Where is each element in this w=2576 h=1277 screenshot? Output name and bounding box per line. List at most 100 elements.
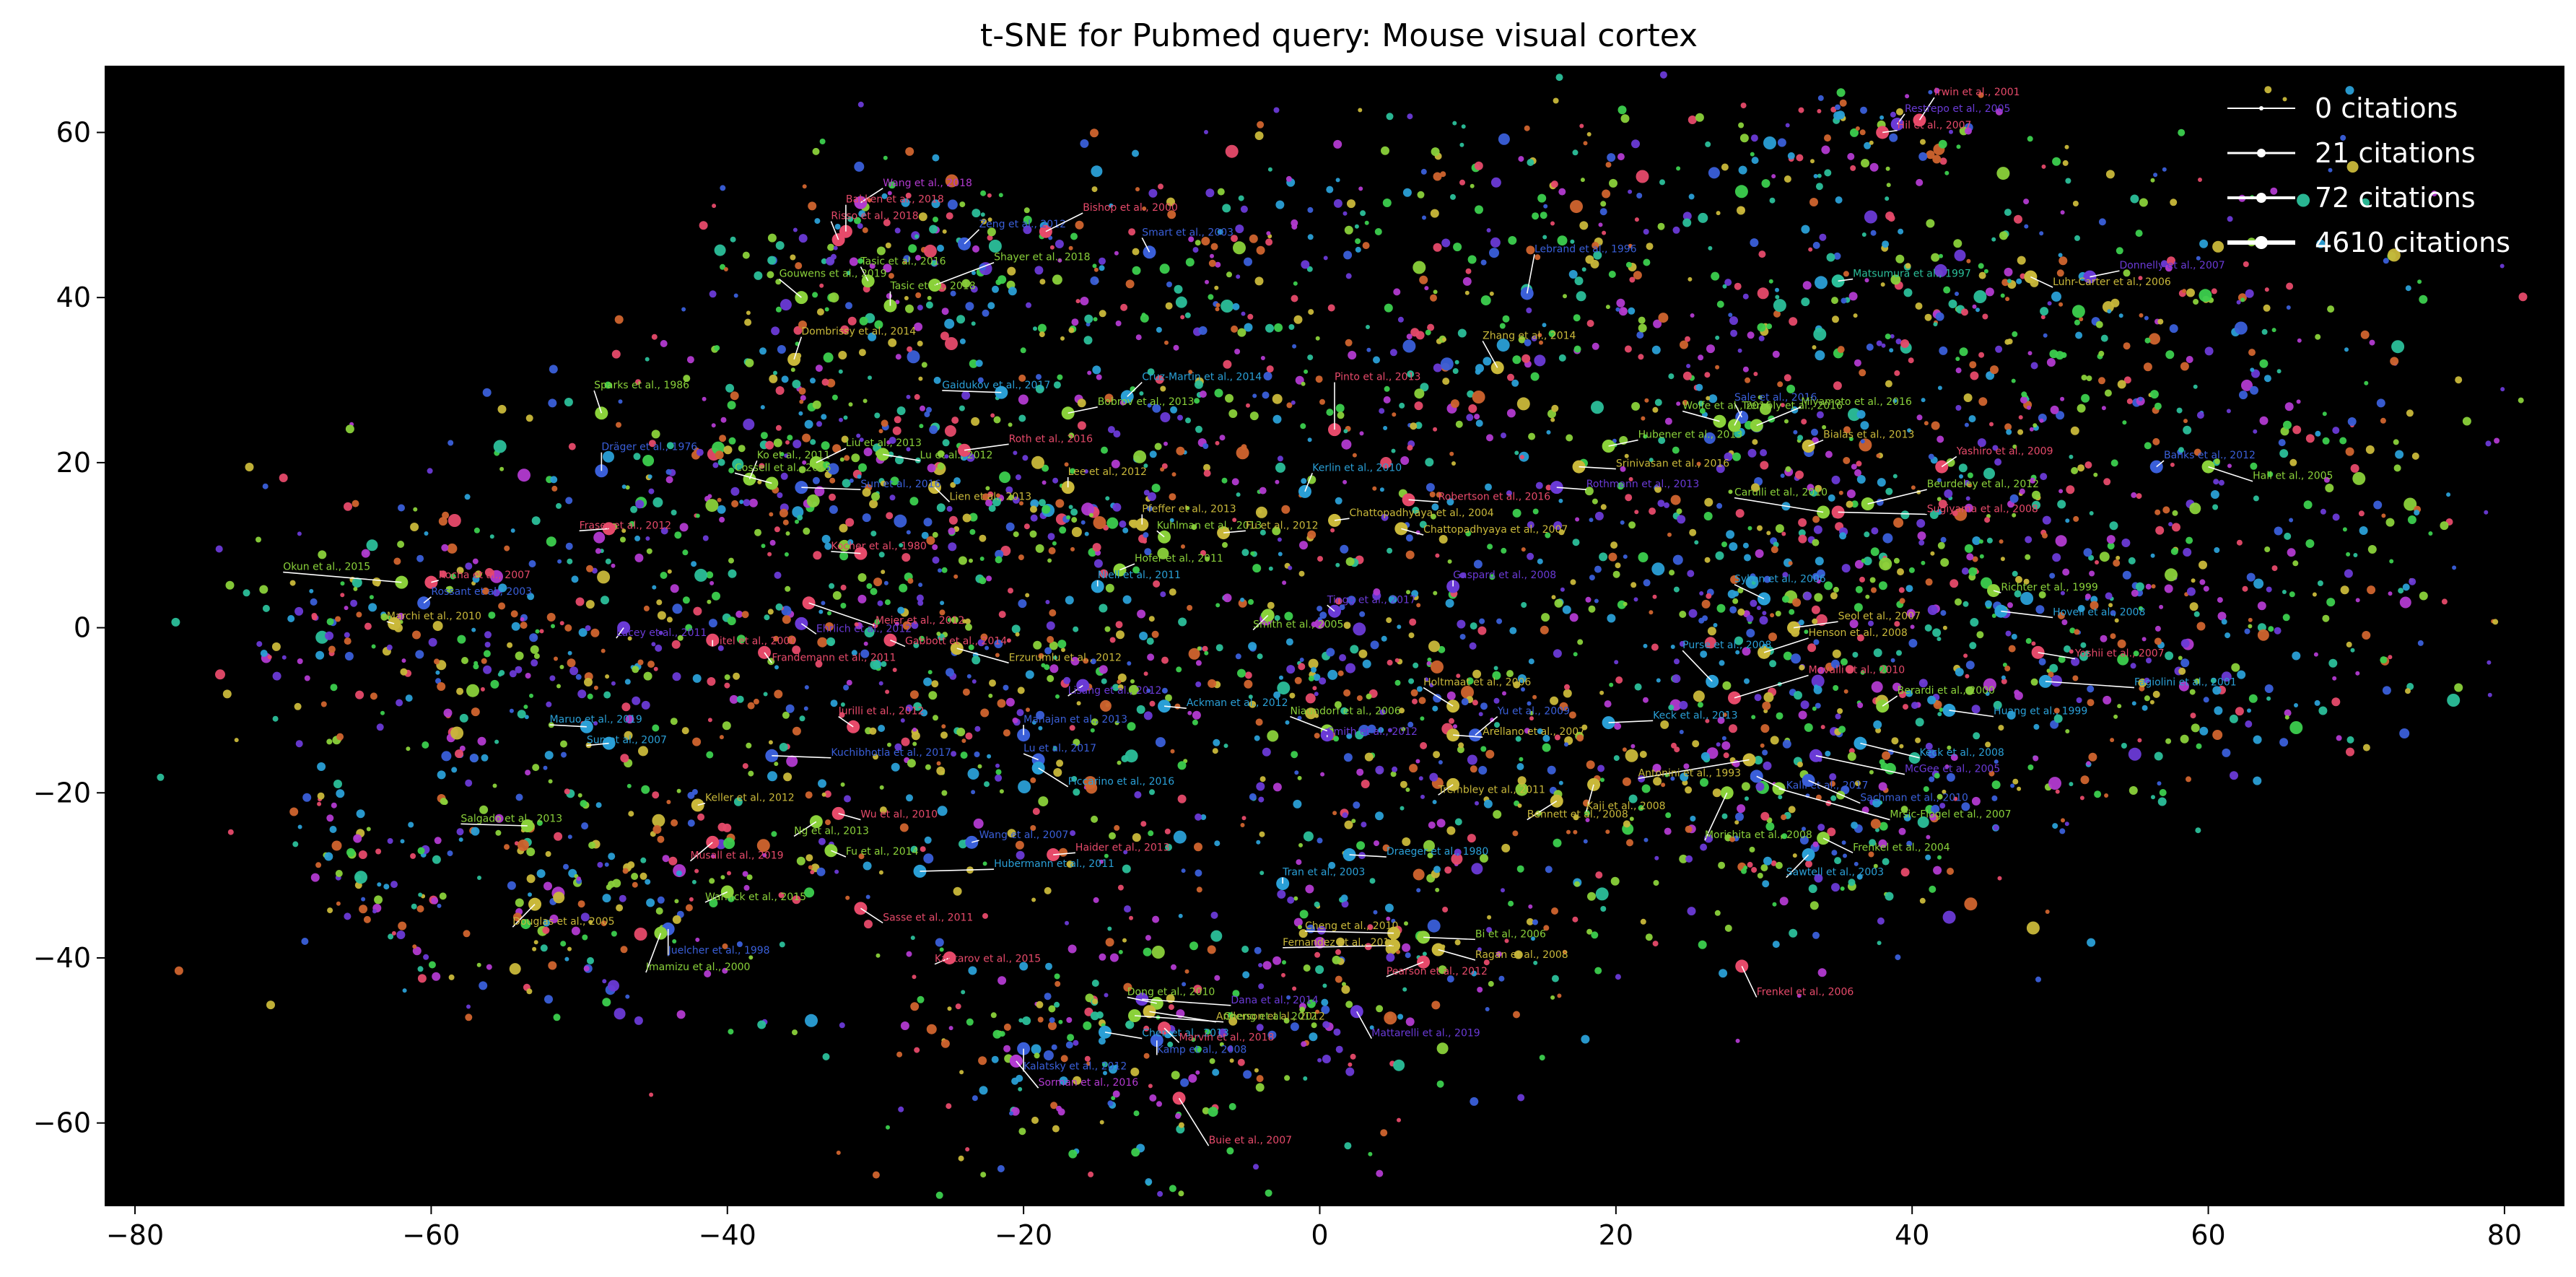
data-point xyxy=(1474,161,1483,170)
data-point xyxy=(1594,967,1602,975)
data-point xyxy=(1975,308,1980,313)
data-point xyxy=(1798,710,1807,720)
data-point xyxy=(2296,399,2301,404)
data-point xyxy=(651,430,660,439)
data-point xyxy=(1018,1018,1023,1023)
data-point xyxy=(995,653,1000,658)
data-point xyxy=(2170,199,2178,206)
annotation-label: Kerlin et al., 2010 xyxy=(1312,462,1402,474)
annotation-label: Srinivasan et al., 2016 xyxy=(1616,458,1729,470)
data-point xyxy=(1931,421,1940,430)
data-point xyxy=(1249,234,1258,243)
annotation-label: Lien et al., 2013 xyxy=(950,491,1032,502)
data-point xyxy=(595,802,602,809)
data-point xyxy=(691,879,697,884)
data-point xyxy=(1983,678,1996,692)
data-point xyxy=(520,617,525,622)
data-point xyxy=(1682,212,1692,221)
data-point xyxy=(2210,490,2219,499)
data-point xyxy=(988,240,1002,253)
annotation-leader-line xyxy=(1453,734,1483,738)
data-point xyxy=(549,914,559,923)
data-point xyxy=(1274,323,1283,332)
data-point xyxy=(518,468,531,482)
data-point xyxy=(1321,1005,1330,1014)
data-point xyxy=(499,466,505,471)
data-point xyxy=(1553,521,1563,530)
data-point xyxy=(2154,637,2162,645)
data-point xyxy=(2266,696,2271,701)
data-point xyxy=(1850,128,1859,137)
data-point xyxy=(2237,670,2246,679)
annotation-leader-line xyxy=(1838,511,1927,515)
data-point xyxy=(1868,851,1874,858)
data-point xyxy=(1871,527,1879,535)
data-point xyxy=(1228,409,1238,418)
data-point xyxy=(484,642,491,648)
data-point xyxy=(840,603,847,609)
data-point xyxy=(1099,257,1106,265)
data-point xyxy=(1492,671,1501,680)
data-point xyxy=(792,506,804,518)
data-point xyxy=(472,558,479,565)
data-point xyxy=(1762,880,1770,888)
data-point xyxy=(588,920,593,925)
data-point xyxy=(2186,536,2193,544)
data-point xyxy=(742,763,748,770)
data-point xyxy=(989,679,996,687)
data-point xyxy=(763,692,768,697)
data-point xyxy=(1651,643,1659,651)
data-point xyxy=(527,593,535,601)
data-point xyxy=(1235,653,1241,660)
data-point xyxy=(1012,496,1020,504)
data-point xyxy=(1262,391,1270,399)
data-point xyxy=(803,527,811,535)
data-point xyxy=(747,702,755,710)
data-point xyxy=(1207,945,1216,954)
data-point xyxy=(1560,587,1565,592)
data-point xyxy=(1335,562,1340,567)
data-point xyxy=(1493,697,1500,704)
data-point xyxy=(344,632,350,638)
data-point xyxy=(2407,515,2416,524)
data-point xyxy=(1285,638,1293,646)
annotation-leader-line xyxy=(1142,998,1231,1006)
annotation-leader-line xyxy=(579,528,609,532)
data-point xyxy=(868,375,872,380)
annotation-label: Morishita et al., 2008 xyxy=(1705,829,1812,841)
data-point xyxy=(1143,532,1149,539)
data-point xyxy=(2315,334,2321,340)
annotation-label: Pearson et al., 2012 xyxy=(1387,966,1488,977)
data-point xyxy=(985,499,992,507)
data-point xyxy=(331,840,342,851)
data-point xyxy=(1839,532,1847,540)
data-point xyxy=(1195,681,1202,687)
data-point xyxy=(1900,806,1908,814)
data-point xyxy=(2051,675,2062,687)
data-point xyxy=(1297,715,1302,720)
data-point xyxy=(1721,813,1728,819)
data-point xyxy=(1741,782,1750,791)
data-point xyxy=(2150,178,2155,183)
data-point xyxy=(279,474,288,482)
data-point xyxy=(1344,1142,1352,1150)
data-point xyxy=(1939,346,1948,355)
data-point xyxy=(1388,595,1397,604)
data-point xyxy=(1487,915,1492,920)
data-point xyxy=(1032,808,1040,815)
annotation-label: Hovell et al., 2008 xyxy=(2053,606,2145,618)
data-point xyxy=(1003,1045,1011,1052)
data-point xyxy=(1165,302,1173,310)
data-point xyxy=(1923,786,1929,793)
annotation-leader-line xyxy=(1682,650,1713,682)
data-point xyxy=(1566,434,1573,442)
data-point xyxy=(412,944,417,949)
data-point xyxy=(1978,539,1983,544)
data-point xyxy=(1018,599,1027,609)
data-point xyxy=(1775,295,1780,300)
data-point xyxy=(2286,305,2291,310)
data-point xyxy=(692,737,702,746)
data-point xyxy=(821,601,826,606)
data-point xyxy=(2049,663,2058,673)
data-point xyxy=(1215,644,1223,652)
